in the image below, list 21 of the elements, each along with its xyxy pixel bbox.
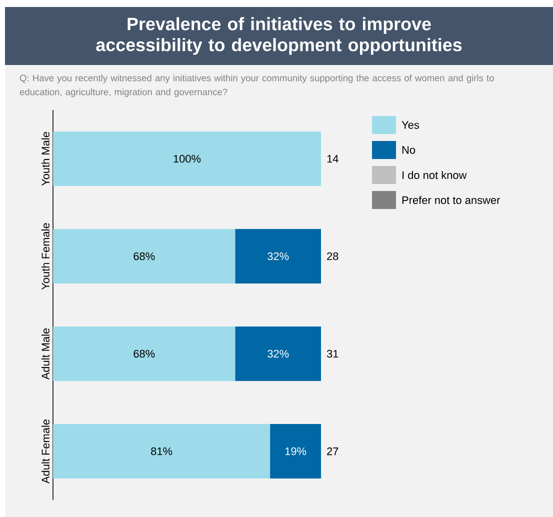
text: 14: [327, 154, 338, 163]
y-tick-label: Adult Male: [41, 328, 50, 380]
data-label: 100%: [174, 154, 201, 163]
data-label: 19%: [285, 447, 306, 456]
legend-label: I do not know: [402, 170, 467, 180]
legend-label: No: [402, 146, 416, 154]
legend-label: Yes: [402, 121, 420, 129]
data-label: 68%: [134, 252, 155, 260]
data-label: 81%: [151, 447, 172, 456]
data-label: 32%: [268, 350, 289, 358]
chart-subtitle: Q: Have you recently witnessed any initiatives within your community supporting the access of women and girls to education, agriculture, migration and governance?: [20, 74, 494, 98]
y-tick-label: Adult Female: [41, 419, 50, 484]
data-label: 68%: [134, 350, 155, 358]
text: 27: [327, 447, 338, 456]
chart-title: Prevalence of initiatives to improve accessibility to development opportunities: [96, 17, 462, 55]
y-tick-label: Youth Male: [41, 132, 50, 186]
text: 28: [327, 252, 338, 260]
text: 31: [326, 350, 338, 358]
y-tick-label: Youth Female: [41, 223, 50, 290]
data-label: 32%: [268, 252, 289, 260]
legend-label: Prefer not to answer: [402, 196, 500, 204]
